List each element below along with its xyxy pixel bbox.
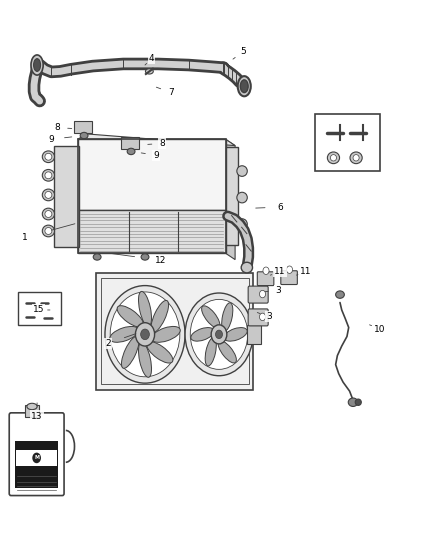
Text: 6: 6 [277, 203, 283, 212]
Bar [78, 139, 226, 210]
Text: 12: 12 [155, 256, 166, 265]
Ellipse shape [330, 155, 336, 161]
Text: 15: 15 [33, 305, 44, 314]
Ellipse shape [237, 166, 247, 176]
Bar [53, 146, 79, 247]
Text: 9: 9 [153, 151, 159, 160]
Text: 13: 13 [32, 411, 43, 421]
Text: 4: 4 [149, 54, 154, 63]
Ellipse shape [147, 342, 173, 363]
Ellipse shape [205, 337, 216, 366]
Polygon shape [226, 139, 235, 260]
Ellipse shape [152, 326, 180, 342]
Bar [101, 278, 249, 384]
Text: 2: 2 [105, 339, 111, 348]
Ellipse shape [141, 254, 149, 260]
Ellipse shape [218, 341, 237, 363]
Text: 10: 10 [374, 325, 386, 334]
FancyBboxPatch shape [74, 121, 92, 133]
Ellipse shape [222, 303, 233, 331]
Bar [78, 139, 226, 253]
Text: 1: 1 [22, 233, 28, 242]
FancyBboxPatch shape [248, 286, 268, 303]
Circle shape [110, 292, 180, 377]
Ellipse shape [45, 154, 52, 160]
Circle shape [105, 286, 185, 383]
Circle shape [135, 322, 155, 346]
Circle shape [32, 453, 41, 463]
Circle shape [263, 267, 269, 274]
Ellipse shape [31, 55, 43, 75]
FancyBboxPatch shape [257, 272, 274, 286]
FancyBboxPatch shape [248, 309, 268, 326]
Ellipse shape [42, 225, 54, 237]
Ellipse shape [45, 191, 52, 198]
Bar [226, 147, 238, 245]
Ellipse shape [191, 328, 214, 341]
Bar [96, 273, 253, 390]
Ellipse shape [42, 151, 54, 163]
Bar [18, 292, 60, 325]
Ellipse shape [237, 219, 247, 229]
Text: 11: 11 [300, 268, 312, 276]
Text: 3: 3 [266, 312, 272, 321]
Ellipse shape [45, 228, 52, 235]
Ellipse shape [138, 292, 152, 326]
Ellipse shape [42, 189, 54, 201]
Ellipse shape [121, 336, 139, 368]
Ellipse shape [348, 398, 358, 407]
Ellipse shape [224, 328, 247, 341]
Text: 9: 9 [49, 135, 54, 144]
Bar [315, 114, 380, 171]
Ellipse shape [127, 148, 135, 155]
FancyBboxPatch shape [9, 413, 64, 496]
Polygon shape [78, 134, 235, 146]
Ellipse shape [110, 326, 138, 342]
Text: 8: 8 [159, 139, 165, 148]
Ellipse shape [241, 262, 253, 273]
Ellipse shape [353, 155, 359, 161]
Ellipse shape [350, 152, 362, 164]
Ellipse shape [42, 208, 54, 220]
Circle shape [259, 290, 265, 298]
Ellipse shape [45, 172, 52, 179]
Ellipse shape [327, 152, 339, 164]
Ellipse shape [201, 306, 220, 328]
Bar [15, 441, 58, 488]
Text: 3: 3 [275, 286, 281, 295]
FancyBboxPatch shape [121, 137, 139, 149]
Text: 7: 7 [168, 88, 174, 97]
Ellipse shape [151, 301, 169, 333]
Circle shape [215, 330, 223, 338]
Ellipse shape [240, 80, 248, 93]
Ellipse shape [93, 254, 101, 260]
Text: 5: 5 [240, 47, 246, 56]
Ellipse shape [336, 291, 344, 298]
Bar [25, 406, 39, 417]
Ellipse shape [117, 306, 143, 327]
Text: 8: 8 [54, 123, 60, 132]
Circle shape [141, 329, 149, 340]
Circle shape [259, 313, 265, 320]
Text: 11: 11 [274, 268, 286, 276]
Bar [78, 210, 226, 253]
Circle shape [190, 300, 248, 369]
Text: M: M [34, 455, 39, 461]
Ellipse shape [27, 403, 37, 410]
Ellipse shape [238, 76, 251, 96]
Ellipse shape [237, 192, 247, 203]
Ellipse shape [34, 59, 41, 71]
Ellipse shape [80, 132, 88, 139]
Ellipse shape [45, 211, 52, 217]
Ellipse shape [138, 342, 152, 377]
Bar [16, 450, 57, 466]
Ellipse shape [42, 169, 54, 181]
FancyBboxPatch shape [281, 271, 297, 285]
Ellipse shape [355, 399, 361, 406]
Circle shape [286, 266, 293, 273]
FancyBboxPatch shape [247, 325, 261, 344]
Circle shape [211, 325, 227, 344]
Circle shape [185, 293, 253, 376]
Ellipse shape [145, 69, 153, 74]
